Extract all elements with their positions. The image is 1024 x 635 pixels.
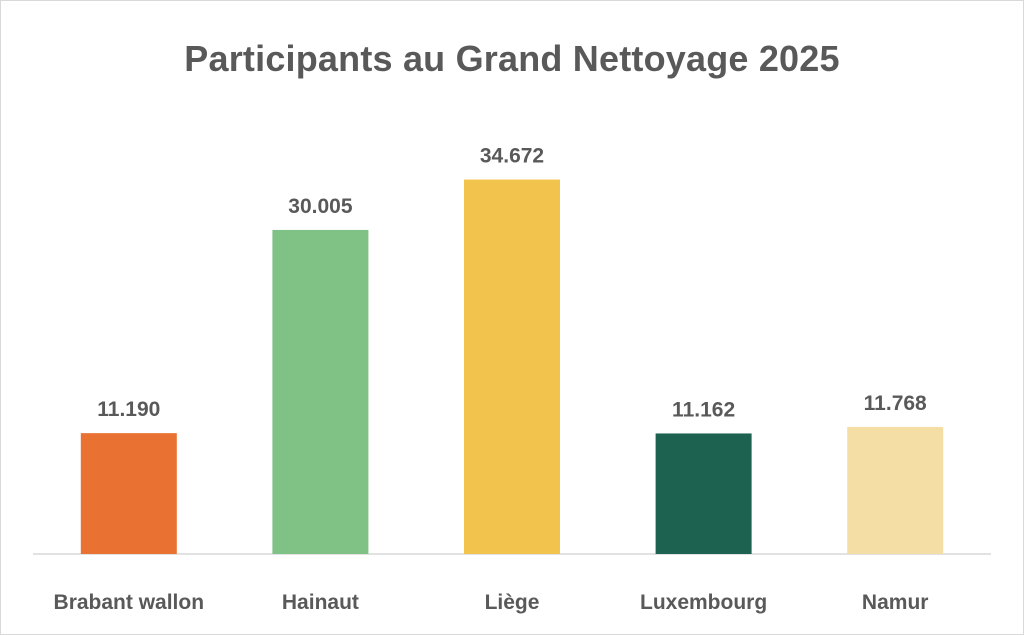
- bar-hainaut: [272, 229, 369, 555]
- data-label: 30.005: [288, 195, 353, 218]
- bar-brabant-wallon: [80, 433, 177, 554]
- category-label: Luxembourg: [640, 591, 767, 614]
- data-label: 34.672: [480, 145, 544, 168]
- category-label: Namur: [862, 591, 929, 614]
- bar-namur: [847, 426, 944, 554]
- bar-liege: [464, 179, 560, 554]
- data-label: 11.162: [672, 398, 735, 421]
- category-label: Liège: [485, 591, 540, 614]
- data-label: 11.768: [864, 392, 927, 415]
- category-label: Brabant wallon: [54, 591, 205, 614]
- data-label: 11.190: [97, 398, 160, 421]
- bar-luxembourg: [655, 433, 752, 554]
- category-label: Hainaut: [282, 591, 359, 614]
- chart-title: Participants au Grand Nettoyage 2025: [184, 38, 840, 79]
